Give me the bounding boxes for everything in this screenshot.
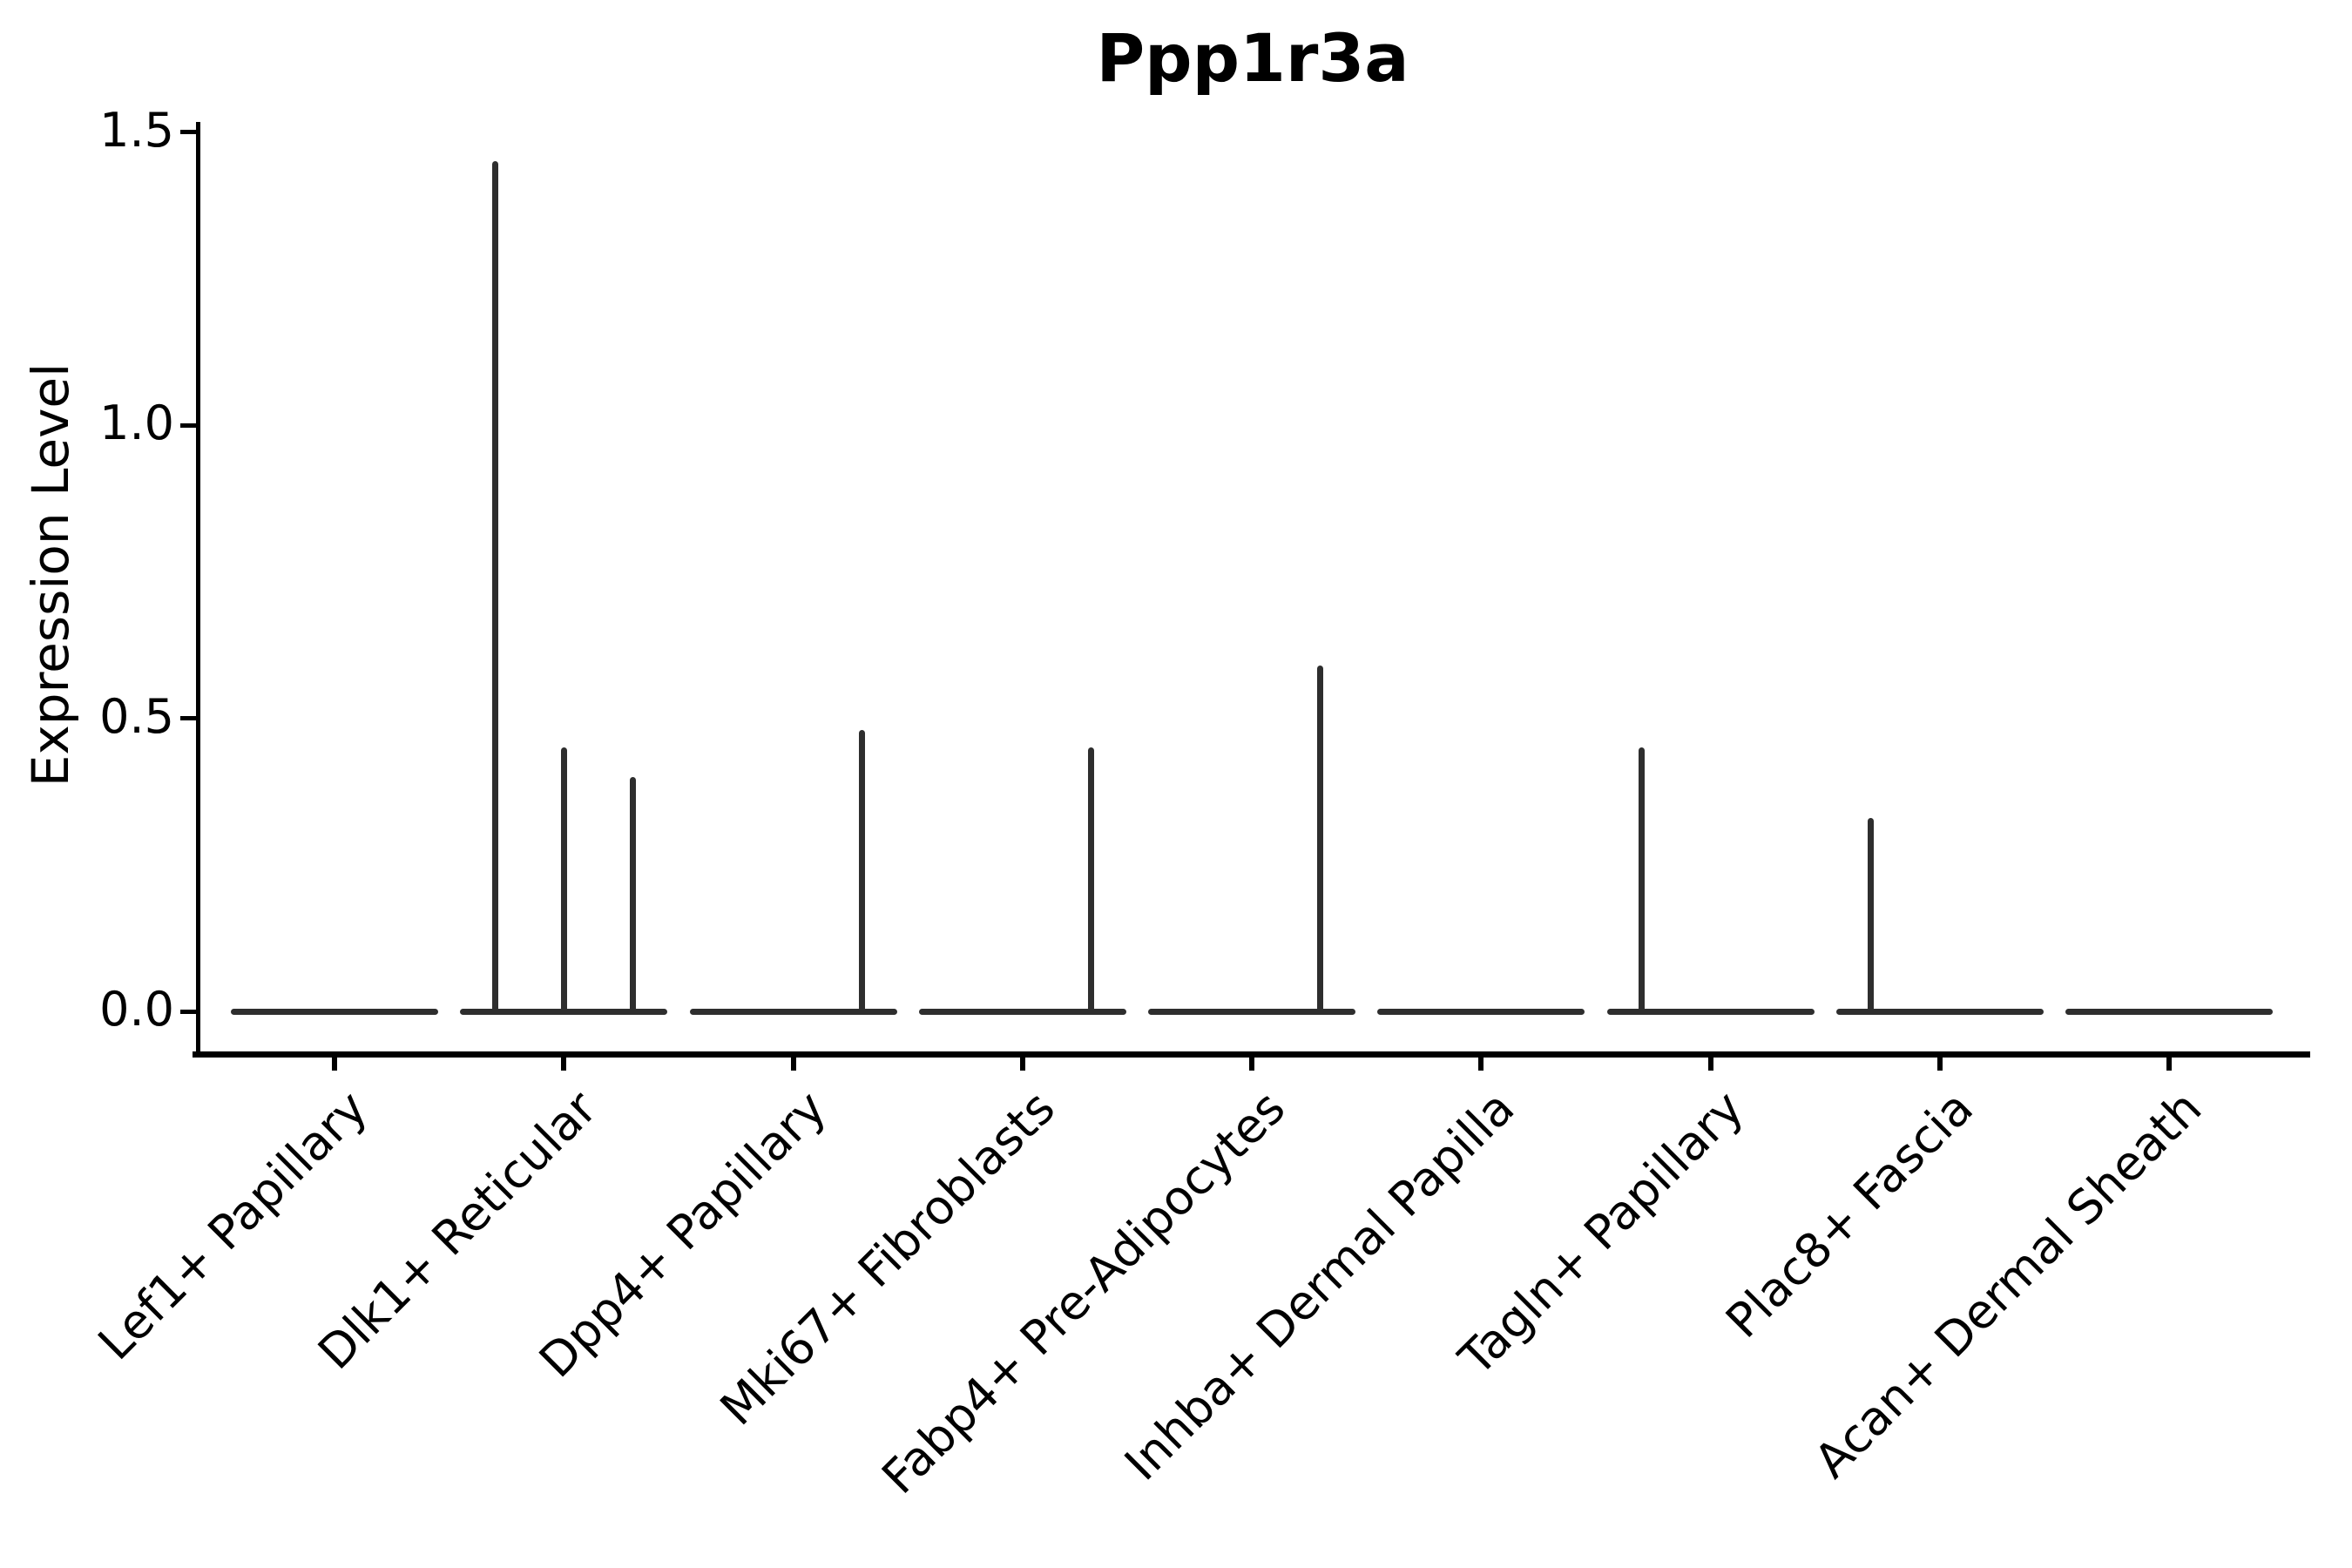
x-axis-tick [2166, 1056, 2172, 1071]
y-axis-tick-label: 1.0 [99, 395, 174, 450]
violin-baseline [1377, 1008, 1585, 1015]
y-axis-tick [180, 422, 196, 428]
x-axis-tick [1249, 1056, 1254, 1071]
violin-baseline [918, 1008, 1126, 1015]
y-axis-spine [196, 122, 200, 1058]
x-axis-tick [561, 1056, 567, 1071]
y-axis-tick [180, 1009, 196, 1014]
x-axis-tick-label: Fabp4+ Pre-Adipocytes [870, 1080, 1295, 1504]
y-axis-tick-label: 0.0 [99, 981, 174, 1037]
violin-spike [1088, 747, 1095, 1015]
x-axis-spine [193, 1051, 2310, 1058]
y-axis-tick-label: 0.5 [99, 688, 174, 744]
x-axis-tick-label: Plac8+ Fascia [1714, 1080, 1984, 1348]
chart-title: Ppp1r3a [1096, 19, 1409, 97]
violin-baseline [2065, 1008, 2273, 1015]
violin-baseline [1148, 1008, 1355, 1015]
violin-baseline [231, 1008, 438, 1015]
x-axis-tick [1707, 1056, 1713, 1071]
violin-spike [629, 776, 636, 1015]
x-axis-tick [790, 1056, 796, 1071]
violin-spike [1639, 747, 1646, 1015]
y-axis-label: Expression Level [21, 362, 80, 787]
violin-spike [491, 161, 498, 1015]
violin-spike [1868, 817, 1875, 1015]
x-axis-tick [1019, 1056, 1025, 1071]
y-axis-tick [180, 716, 196, 720]
violin-baseline [1606, 1008, 1815, 1015]
violin-spike [858, 729, 865, 1015]
y-axis-tick-label: 1.5 [99, 102, 174, 158]
violin-baseline [689, 1008, 897, 1015]
x-axis-tick [1936, 1056, 1943, 1071]
y-axis-tick [180, 130, 196, 134]
violin-spike [560, 747, 567, 1015]
violin-spike [1317, 665, 1324, 1015]
violin-baseline [1835, 1008, 2044, 1015]
x-axis-tick [1478, 1056, 1484, 1071]
x-axis-tick [332, 1056, 337, 1071]
x-axis-tick-label: Inhba+ Dermal Papilla [1113, 1080, 1524, 1491]
x-axis-tick-label: Acan+ Dermal Sheath [1804, 1080, 2213, 1489]
